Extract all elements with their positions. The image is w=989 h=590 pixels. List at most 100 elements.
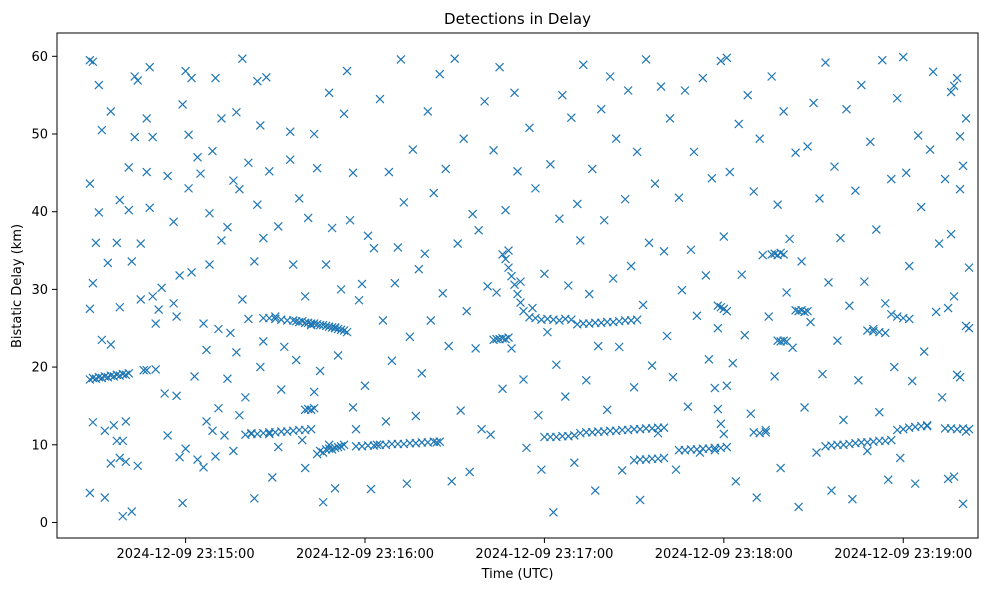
data-point-234: [423, 107, 433, 116]
data-point-251: [474, 225, 484, 235]
data-point-127: [270, 312, 280, 322]
data-point-123: [261, 72, 271, 82]
data-point-220: [381, 417, 391, 426]
data-point-374: [617, 465, 627, 475]
data-point-438: [755, 134, 765, 144]
data-point-239: [438, 288, 448, 298]
data-point-469: [847, 494, 857, 504]
data-point-238: [435, 69, 445, 79]
data-point-390: [665, 114, 675, 123]
data-point-153: [333, 350, 343, 360]
data-point-375: [620, 194, 630, 204]
data-point-443: [770, 371, 780, 381]
data-point-264: [513, 166, 522, 176]
data-point-394: [677, 285, 687, 295]
data-point-526: [892, 312, 902, 322]
data-point-265: [516, 277, 525, 287]
data-point-99: [220, 431, 229, 440]
data-point-111: [240, 392, 250, 402]
data-point-354: [557, 90, 567, 100]
data-point-550: [961, 114, 971, 123]
data-point-97: [217, 114, 226, 123]
y-axis: 0 10 20 30 40 50 60: [31, 50, 57, 531]
data-point-418: [713, 404, 723, 414]
data-point-479: [877, 55, 887, 65]
data-point-93: [211, 73, 220, 83]
data-point-210: [351, 424, 361, 434]
data-point-381: [638, 300, 648, 310]
data-point-387: [656, 82, 666, 92]
data-point-230: [411, 411, 421, 421]
data-point-379: [632, 147, 642, 157]
points-layer: [85, 52, 974, 521]
data-point-79: [187, 267, 196, 277]
data-point-34: [112, 238, 122, 248]
data-point-464: [833, 336, 842, 346]
data-point-553: [952, 73, 962, 83]
data-point-16: [85, 179, 95, 189]
data-point-62: [154, 305, 164, 315]
data-point-368: [599, 215, 609, 225]
data-point-378: [629, 382, 639, 392]
y-tick-label-5: 50: [31, 128, 48, 143]
data-point-85: [199, 319, 208, 328]
data-point-366: [593, 341, 603, 351]
chart-title: Detections in Delay: [444, 10, 591, 28]
data-point-133: [285, 127, 295, 137]
data-point-556: [958, 161, 968, 171]
data-point-361: [578, 60, 588, 70]
data-point-249: [468, 209, 478, 219]
data-point-58: [148, 132, 158, 142]
data-point-21: [85, 488, 95, 498]
data-point-170: [309, 403, 319, 413]
data-point-76: [181, 66, 191, 76]
data-point-83: [193, 152, 202, 162]
data-point-231: [414, 264, 424, 274]
data-point-262: [507, 344, 516, 353]
data-point-296: [504, 263, 513, 273]
data-point-212: [357, 279, 367, 289]
data-point-446: [779, 107, 789, 116]
data-point-524: [880, 328, 890, 338]
data-point-542: [937, 392, 947, 402]
data-point-436: [749, 187, 759, 196]
data-point-120: [255, 362, 265, 372]
data-point-483: [889, 362, 899, 372]
data-point-266: [519, 375, 528, 384]
data-point-552: [949, 81, 959, 91]
data-point-300: [516, 298, 525, 308]
data-point-139: [300, 463, 310, 473]
data-point-268: [525, 123, 534, 133]
data-point-341: [632, 315, 642, 325]
data-point-60: [151, 364, 161, 374]
data-point-433: [740, 330, 750, 340]
data-point-460: [821, 58, 830, 67]
data-point-426: [719, 232, 729, 241]
data-point-115: [249, 256, 259, 266]
data-point-406: [713, 323, 723, 333]
data-point-57: [145, 203, 155, 213]
data-point-177: [330, 443, 340, 453]
data-point-50: [136, 239, 146, 248]
data-point-442: [767, 72, 777, 81]
data-point-470: [850, 186, 860, 196]
data-point-299: [513, 289, 522, 299]
data-point-351: [548, 507, 558, 517]
data-point-25: [97, 335, 107, 345]
data-point-48: [133, 75, 143, 85]
data-point-348: [539, 269, 549, 279]
data-point-545: [946, 87, 956, 97]
data-point-252: [477, 424, 487, 434]
data-point-267: [522, 443, 531, 453]
data-point-19: [88, 278, 98, 288]
data-point-36: [115, 302, 125, 312]
data-point-253: [480, 96, 490, 106]
data-point-92: [208, 146, 217, 156]
data-point-144: [312, 163, 322, 173]
data-point-245: [456, 406, 466, 416]
data-point-349: [542, 327, 552, 337]
data-point-399: [692, 311, 702, 321]
data-point-246: [459, 134, 469, 144]
data-point-32: [109, 420, 119, 430]
data-point-452: [797, 256, 806, 266]
